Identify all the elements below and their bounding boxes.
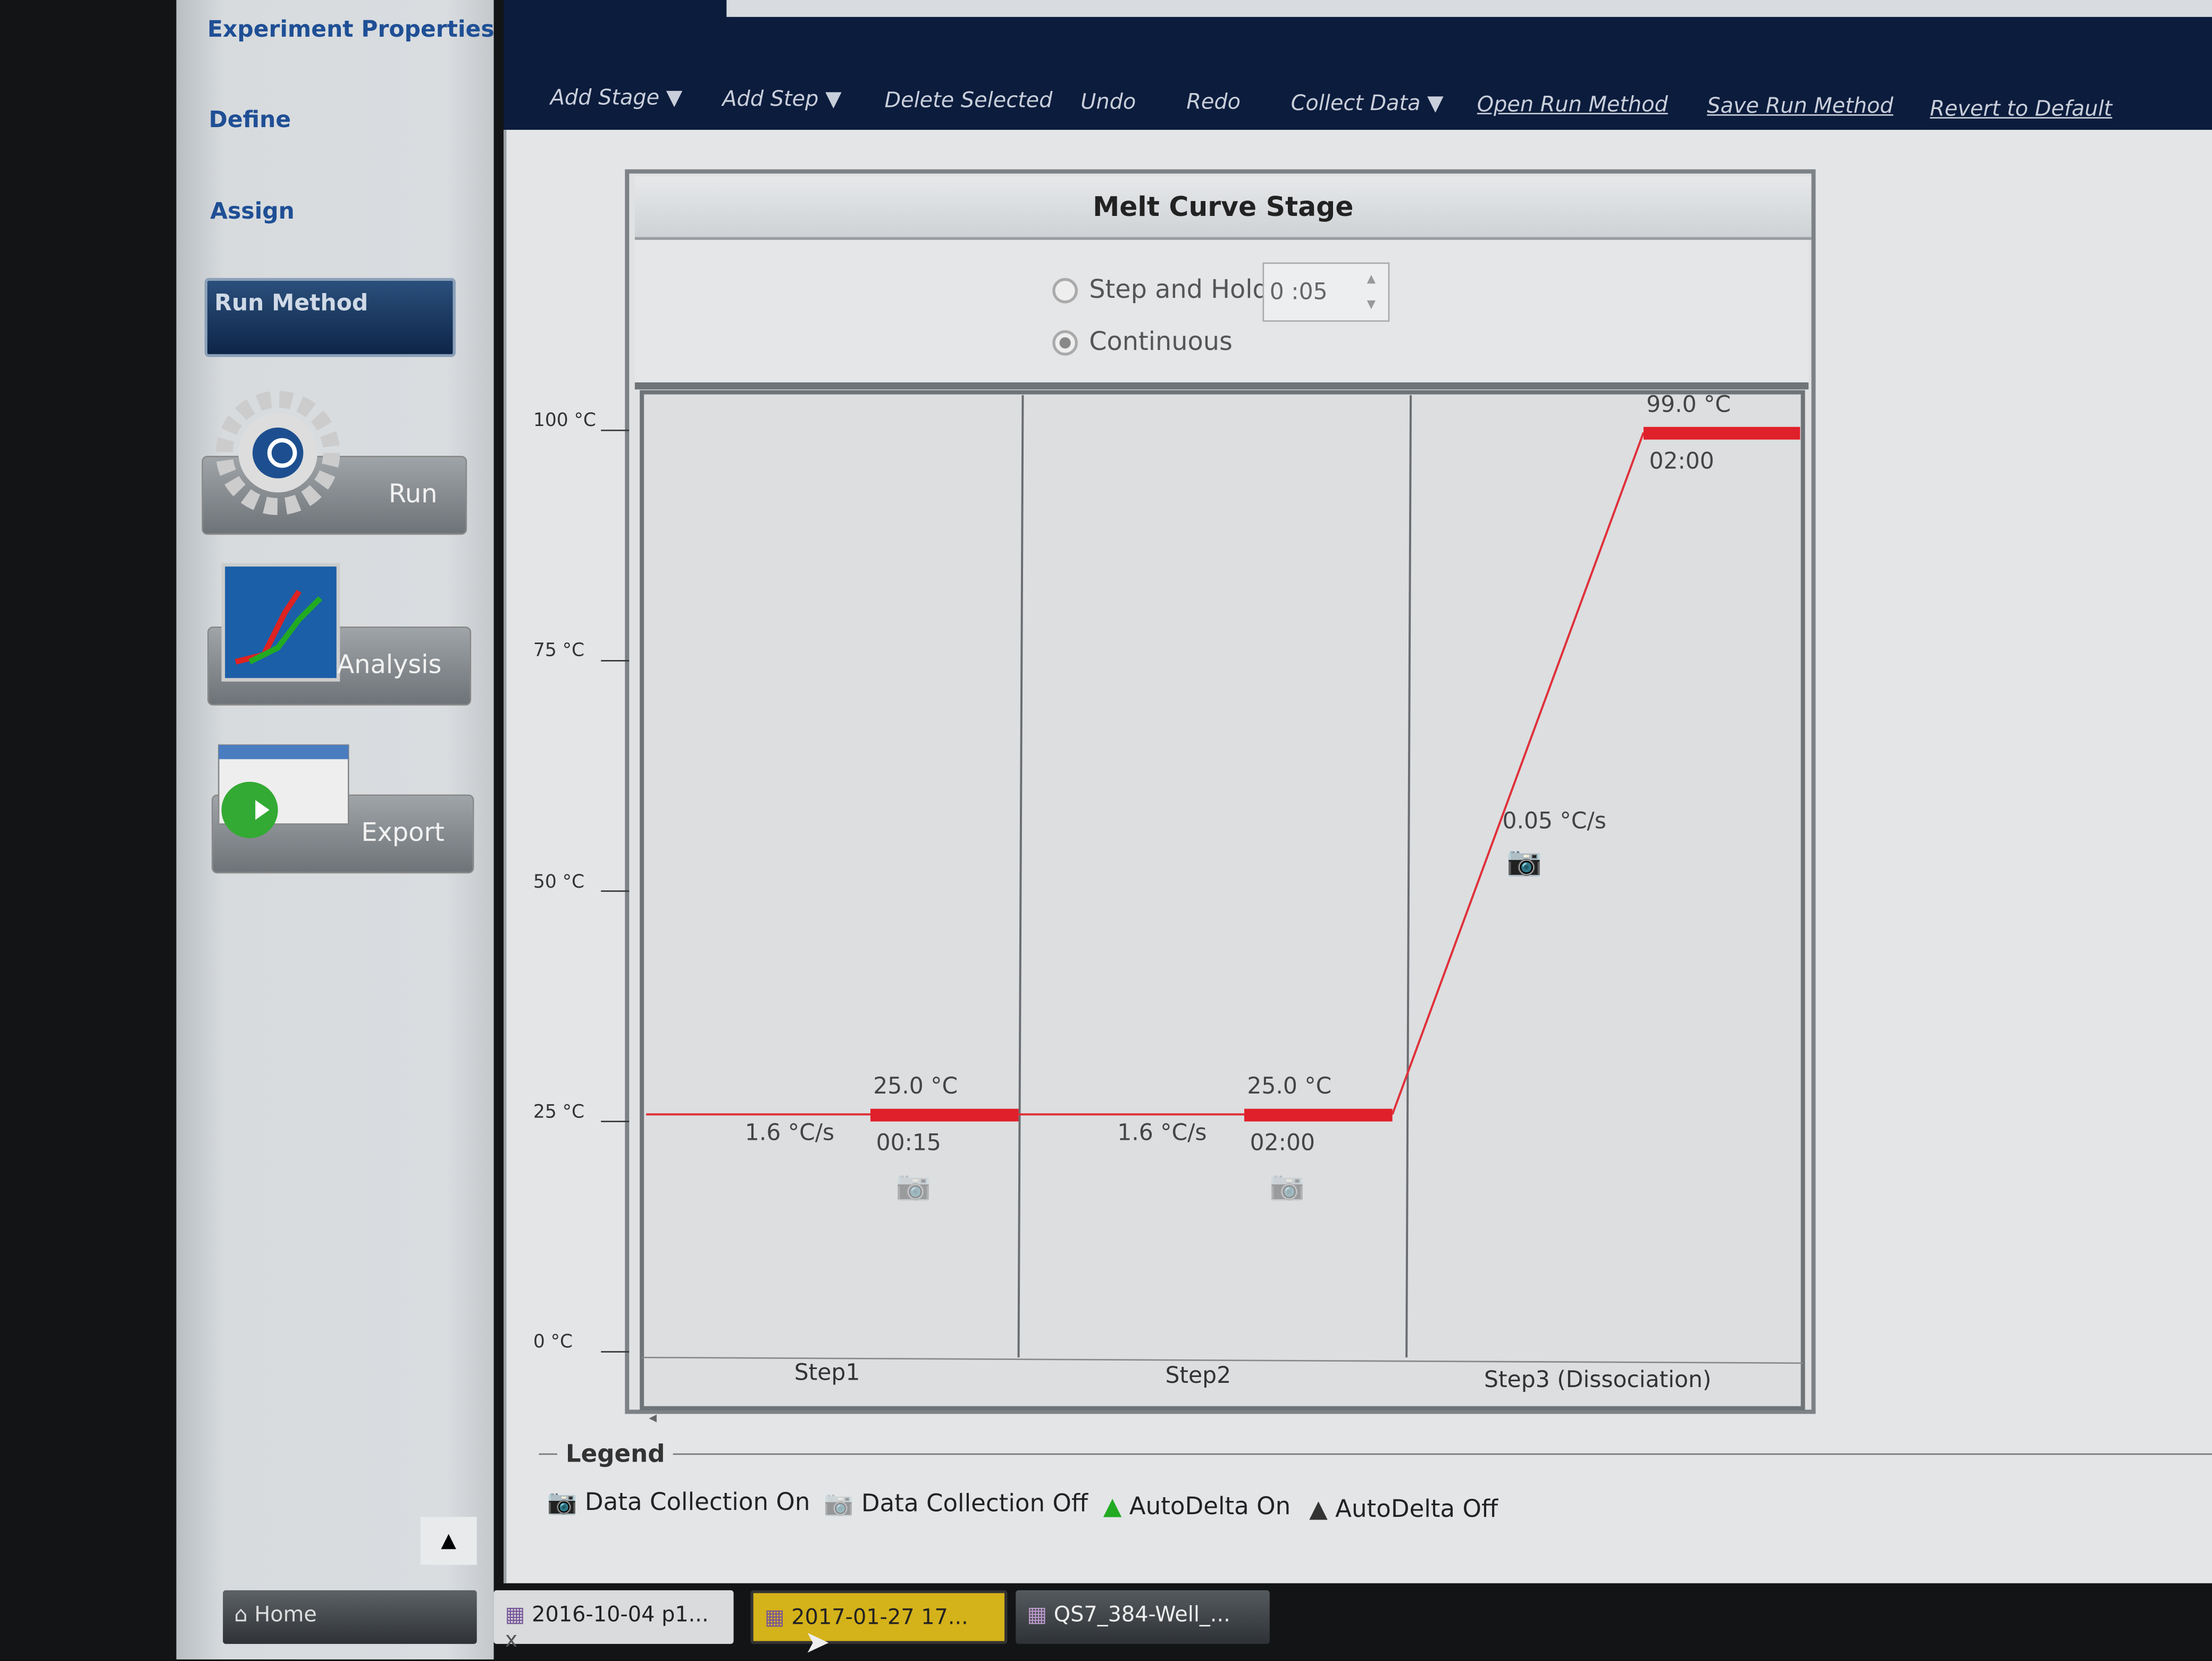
step-hold-time: 00:15	[876, 1128, 941, 1156]
step-hold-time: 02:00	[1649, 446, 1714, 474]
nav-define[interactable]: Define	[208, 105, 291, 133]
camera-off-icon: 📷	[824, 1490, 854, 1518]
plate-icon: ▦	[764, 1604, 785, 1630]
step-temperature: 25.0 °C	[1247, 1072, 1332, 1099]
continuous-radio[interactable]	[1052, 330, 1078, 356]
legend-data-collection-on: 📷 Data Collection On	[547, 1489, 810, 1517]
analysis-chart-icon	[221, 563, 340, 682]
ramp-rate: 0.05 °C/s	[1502, 807, 1606, 834]
legend-autodelta-on: ▲ AutoDelta On	[1103, 1492, 1291, 1522]
step-label-divider	[642, 1356, 1803, 1364]
camera-on-icon: 📷	[547, 1489, 577, 1517]
hold-time-spinner[interactable]: 0 :05 ▲ ▼	[1262, 262, 1390, 322]
camera-off-icon[interactable]: 📷	[1269, 1168, 1305, 1202]
plot-area	[640, 390, 1805, 1410]
triangle-dark-icon: ▲	[1309, 1496, 1328, 1524]
horizontal-scrollbar[interactable]: ◂	[649, 1408, 657, 1427]
export-button[interactable]: Export	[211, 744, 474, 874]
step-name: Step3 (Dissociation)	[1484, 1366, 1712, 1393]
hold-bar	[1244, 1108, 1393, 1122]
spinner-arrows[interactable]: ▲ ▼	[1367, 272, 1376, 311]
nav-experiment-properties[interactable]: Experiment Properties	[207, 15, 495, 43]
save-run-method-button[interactable]: Save Run Method	[1707, 93, 1893, 119]
y-tick-label: 25 °C	[533, 1101, 585, 1123]
legend-title: Legend	[557, 1440, 674, 1469]
triangle-green-icon: ▲	[1103, 1492, 1122, 1522]
step-hold-time: 02:00	[1250, 1128, 1315, 1156]
close-tab-icon[interactable]: x	[505, 1627, 518, 1652]
y-tick-label: 75 °C	[533, 641, 585, 662]
analysis-label: Analysis	[337, 650, 442, 680]
step-temperature: 25.0 °C	[873, 1072, 958, 1099]
open-run-method-button[interactable]: Open Run Method	[1477, 91, 1668, 118]
y-tick-label: 0 °C	[533, 1332, 573, 1354]
step-name: Step1	[794, 1358, 860, 1386]
plate-icon: ▦	[505, 1601, 525, 1627]
step-divider	[1017, 395, 1024, 1358]
home-tab[interactable]: ⌂ Home	[223, 1590, 477, 1644]
nav-run-method[interactable]: Run Method	[204, 278, 456, 357]
step-name: Step2	[1165, 1362, 1231, 1389]
add-stage-button[interactable]: Add Stage ▼	[550, 85, 683, 110]
hold-bar	[1643, 427, 1800, 440]
hold-time-value: 0 :05	[1269, 278, 1328, 305]
mouse-cursor: ➤	[804, 1625, 831, 1661]
plate-icon: ▦	[1027, 1601, 1048, 1627]
run-button[interactable]: Run	[202, 390, 467, 535]
file-tab-2-active[interactable]: ▦ 2017-01-27 17...	[750, 1590, 1008, 1644]
export-label: Export	[361, 818, 445, 848]
stage-options	[634, 240, 1809, 390]
y-tick-label: 50 °C	[533, 871, 585, 893]
home-icon: ⌂	[234, 1601, 248, 1627]
legend-data-collection-off: 📷 Data Collection Off	[824, 1490, 1088, 1518]
camera-off-icon[interactable]: 📷	[895, 1168, 931, 1202]
hold-bar	[870, 1108, 1019, 1122]
nav-assign[interactable]: Assign	[210, 197, 295, 224]
title-strip	[726, 0, 2212, 17]
gear-icon	[215, 390, 340, 515]
export-table-icon	[217, 744, 349, 838]
toolbar	[504, 0, 2212, 130]
run-label: Run	[388, 480, 438, 510]
legend	[539, 1453, 2212, 1553]
redo-button[interactable]: Redo	[1186, 89, 1241, 114]
camera-on-icon[interactable]: 📷	[1506, 844, 1542, 878]
add-step-button[interactable]: Add Step ▼	[722, 86, 842, 112]
undo-button[interactable]: Undo	[1080, 89, 1136, 114]
ramp-line	[1391, 432, 1645, 1115]
file-tab-1[interactable]: ▦ 2016-10-04 p1... x	[493, 1590, 734, 1652]
ramp-rate: 1.6 °C/s	[744, 1119, 835, 1146]
ramp-rate: 1.6 °C/s	[1117, 1119, 1207, 1146]
continuous-label: Continuous	[1089, 327, 1233, 357]
y-tick-label: 100 °C	[533, 411, 597, 432]
scroll-up-button[interactable]: ▲	[420, 1517, 477, 1565]
analysis-button[interactable]: Analysis	[207, 563, 472, 706]
file-tab-3[interactable]: ▦ QS7_384-Well_...	[1016, 1590, 1270, 1644]
step-temperature: 99.0 °C	[1646, 390, 1731, 418]
stage-title: Melt Curve Stage	[634, 176, 1812, 240]
step-and-hold-radio[interactable]	[1052, 278, 1078, 304]
step-divider	[1405, 395, 1412, 1358]
legend-autodelta-off: ▲ AutoDelta Off	[1309, 1496, 1498, 1524]
revert-to-default-button[interactable]: Revert to Default	[1930, 96, 2113, 122]
delete-selected-button[interactable]: Delete Selected	[884, 87, 1053, 113]
collect-data-button[interactable]: Collect Data ▼	[1291, 90, 1444, 116]
step-and-hold-label: Step and Hold	[1089, 275, 1269, 305]
